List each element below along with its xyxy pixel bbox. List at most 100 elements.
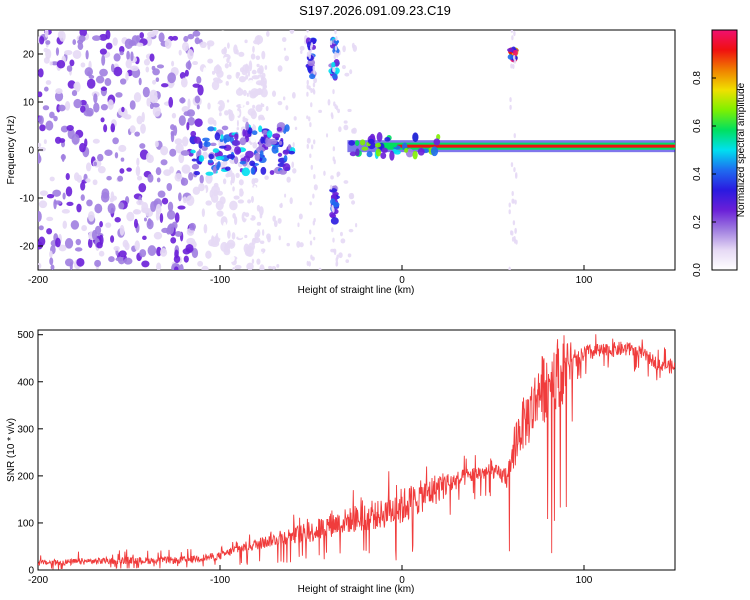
heatmap-noise-cell — [154, 140, 159, 148]
snr-y-tick-label: 500 — [17, 330, 34, 341]
heatmap-noise-cell — [255, 80, 264, 86]
heatmap-noise-cell — [330, 248, 335, 253]
heatmap-y-ticks: -20 -10 0 10 20 — [20, 50, 43, 253]
heatmap-onset-cell — [282, 149, 290, 155]
heatmap-noise-cell — [149, 89, 158, 101]
heatmap-noise-cell — [156, 64, 165, 69]
heatmap-noise-cell — [50, 264, 55, 270]
heatmap-noise-cell — [167, 72, 176, 84]
heatmap-tone-cell — [349, 151, 357, 157]
heatmap-noise-cell — [343, 124, 349, 131]
heatmap-noise-cell — [38, 146, 47, 152]
heatmap-noise-cell — [58, 104, 66, 112]
heatmap-onset-cell — [242, 129, 246, 137]
heatmap-noise-cell — [342, 45, 346, 53]
heatmap-noise-cell — [62, 192, 66, 200]
heatmap-noise-cell — [177, 205, 186, 210]
snr-x-ticks: -200 -100 0 100 — [28, 565, 593, 586]
heatmap-noise-cell — [103, 124, 108, 133]
heatmap-noise-cell — [136, 42, 144, 47]
heatmap-noise-cell — [235, 172, 240, 179]
heatmap-spike-cell — [306, 143, 309, 149]
heatmap-noise-cell — [39, 190, 48, 196]
heatmap-onset-cell — [193, 136, 202, 144]
heatmap-spike-cell — [310, 144, 314, 150]
heatmap-noise-cell — [118, 144, 127, 153]
heatmap-tone-cell — [380, 152, 387, 160]
snr-y-tick-label: 300 — [17, 424, 34, 435]
heatmap-onset-cell — [245, 121, 250, 131]
heatmap-spike-cell — [309, 45, 313, 51]
heatmap-noise-cell — [222, 221, 227, 231]
heatmap-noise-cell — [260, 102, 263, 108]
heatmap-noise-cell — [221, 181, 228, 188]
heatmap-noise-cell — [194, 37, 200, 45]
heatmap-noise-cell — [267, 236, 271, 243]
heatmap-noise-cell — [174, 230, 182, 237]
heatmap-noise-cell — [180, 77, 188, 88]
heatmap-noise-cell — [44, 30, 49, 38]
heatmap-tone-cell — [430, 146, 439, 157]
heatmap-noise-cell — [99, 33, 108, 41]
heatmap-onset-cell — [269, 170, 275, 175]
heatmap-noise-cell — [198, 252, 207, 260]
snr-panel: -200 -100 0 100 0 100 200 300 400 500 Height of … — [6, 329, 676, 595]
snr-series-line — [38, 334, 675, 570]
heatmap-spike-cell — [313, 69, 316, 75]
heatmap-onset-cell — [205, 171, 214, 176]
heatmap-spike-cell — [333, 39, 340, 44]
heatmap-noise-cell — [229, 115, 233, 122]
heatmap-noise-cell — [262, 86, 265, 91]
snr-y-ticks: 0 100 200 300 400 500 — [17, 330, 43, 577]
heatmap-spike-cell — [313, 174, 316, 180]
heatmap-noise-cell — [263, 80, 267, 88]
heatmap-spike-cell — [309, 122, 312, 128]
heatmap-noise-cell — [222, 178, 227, 185]
heatmap-noise-cell — [284, 193, 287, 198]
heatmap-spike-cell — [508, 202, 511, 208]
colorbar: 0.0 0.2 0.4 0.6 0.8 Normalized spectral ampl… — [692, 29, 747, 277]
heatmap-x-axis-label: Height of straight line (km) — [298, 285, 415, 296]
heatmap-noise-cell — [247, 80, 255, 86]
colorbar-tick-label: 0.8 — [692, 71, 703, 85]
heatmap-onset-cell — [264, 146, 269, 150]
heatmap-onset-cell — [203, 141, 211, 148]
heatmap-noise-cell — [286, 176, 291, 183]
heatmap-noise-cell — [185, 244, 194, 253]
heatmap-noise-cell — [235, 88, 244, 96]
heatmap-noise-cell — [143, 217, 147, 222]
heatmap-tone-cell — [355, 148, 360, 157]
heatmap-spike-cell — [308, 85, 311, 91]
heatmap-noise-cell — [54, 200, 62, 205]
heatmap-noise-cell — [81, 225, 88, 232]
heatmap-spike-cell — [308, 116, 311, 122]
heatmap-spike-cell — [512, 220, 516, 226]
heatmap-noise-cell — [170, 131, 175, 143]
heatmap-noise-cell — [294, 126, 298, 131]
heatmap-noise-cell — [278, 235, 281, 241]
heatmap-noise-cell — [349, 69, 353, 75]
heatmap-noise-cell — [152, 68, 160, 76]
heatmap-noise-cell — [62, 220, 68, 229]
heatmap-onset-cell — [249, 160, 256, 167]
heatmap-noise-cell — [237, 244, 246, 255]
heatmap-noise-cell — [112, 137, 119, 145]
heatmap-noise-cell — [203, 67, 207, 77]
heatmap-noise-cell — [248, 90, 252, 95]
heatmap-noise-cell — [160, 146, 169, 156]
heatmap-noise-cell — [194, 95, 201, 104]
heatmap-spike-cell — [512, 63, 515, 69]
heatmap-spike-cell — [511, 236, 515, 242]
heatmap-spike-cell — [332, 207, 335, 213]
heatmap-noise-cell — [86, 78, 96, 89]
heatmap-spike-cell — [510, 63, 513, 69]
heatmap-noise-cell — [198, 183, 205, 192]
heatmap-noise-cell — [199, 41, 207, 49]
heatmap-onset-cell — [220, 134, 224, 140]
snr-frame — [37, 329, 676, 571]
heatmap-noise-cell — [273, 220, 278, 228]
heatmap-noise-cell — [134, 240, 140, 251]
heatmap-noise-cell — [119, 168, 125, 174]
heatmap-onset-cell — [210, 142, 217, 147]
heatmap-noise-cell — [85, 50, 89, 60]
